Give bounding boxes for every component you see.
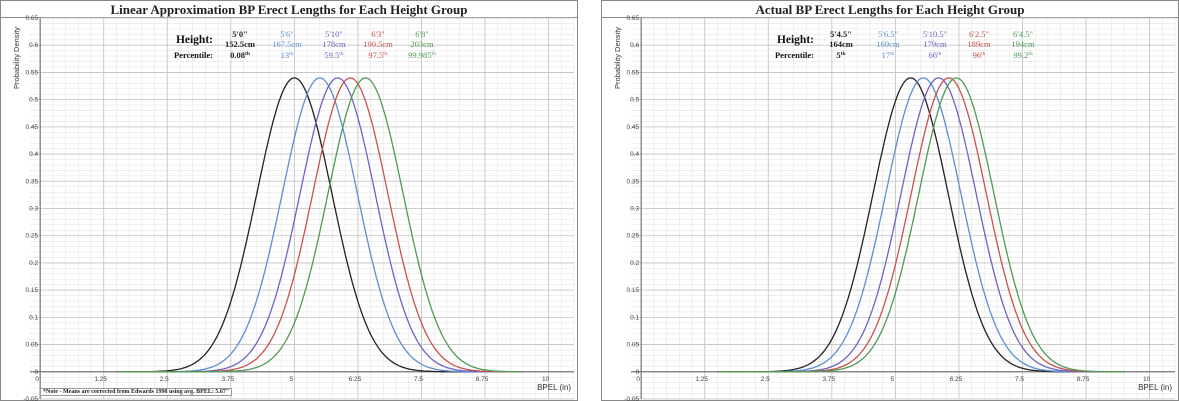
x-tick-label: 6.25 bbox=[950, 376, 963, 383]
x-tick-label: 1.25 bbox=[94, 376, 107, 383]
y-tick-label: 0.4 bbox=[29, 151, 38, 158]
legend-height-5: 6'4.5" bbox=[1013, 29, 1033, 39]
legend-cm-5: 194cm bbox=[1011, 39, 1035, 49]
y-tick-label: 0.15 bbox=[627, 287, 640, 294]
y-tick-label: 0.35 bbox=[26, 178, 39, 185]
legend-height-4: 6'2.5" bbox=[969, 29, 989, 39]
legend-percentile-label: Percentile: bbox=[174, 50, 213, 60]
x-tick-label: 2.5 bbox=[761, 376, 770, 383]
y-tick-label: 0.45 bbox=[26, 124, 39, 131]
y-tick-label: 0 bbox=[636, 369, 640, 376]
y-axis-label: Probability Density bbox=[613, 27, 622, 89]
x-tick-label: 6.25 bbox=[349, 376, 362, 383]
chart-svg-right: 0 1.25 2.5 3.75 5 6.25 7.5 8.75 10 0.65 0.6 0.55 0.5… bbox=[601, 0, 1179, 401]
legend-height-4: 6'3" bbox=[371, 29, 385, 39]
y-tick-label: 0.45 bbox=[627, 124, 640, 131]
x-tick-label: 1.25 bbox=[695, 376, 708, 383]
legend-percentile-5: 99.2th bbox=[1013, 50, 1032, 60]
legend-percentile-5: 99.985th bbox=[408, 50, 436, 60]
y-tick-label: -0.05 bbox=[624, 396, 639, 401]
legend-cm-2: 167.5cm bbox=[272, 39, 302, 49]
chart-panel-right: 0 1.25 2.5 3.75 5 6.25 7.5 8.75 10 0.65 0.6 0.55 0.5… bbox=[601, 0, 1179, 401]
y-tick-label: 0.05 bbox=[627, 342, 640, 349]
y-tick-label: 0.4 bbox=[630, 151, 639, 158]
y-tick-label: 0.1 bbox=[29, 314, 38, 321]
legend-cm-2: 169cm bbox=[876, 39, 900, 49]
x-tick-label: 0 bbox=[35, 376, 39, 383]
legend-cm-3: 178cm bbox=[322, 39, 346, 49]
legend-height-1: 5'0" bbox=[232, 29, 248, 39]
x-tick-label: 10 bbox=[1143, 376, 1151, 383]
legend-height-3: 5'10" bbox=[325, 29, 343, 39]
x-tick-label: 3.75 bbox=[221, 376, 234, 383]
y-axis-label: Probability Density bbox=[12, 27, 21, 89]
legend-cm-4: 190.5cm bbox=[363, 39, 393, 49]
legend-percentile-3: 59.5th bbox=[324, 50, 343, 60]
legend-height-3: 5'10.5" bbox=[923, 29, 947, 39]
y-tick-label: 0.25 bbox=[26, 233, 39, 240]
panel-frame bbox=[0, 0, 578, 401]
panel-frame bbox=[601, 0, 1179, 401]
series-line-5 bbox=[717, 77, 1125, 373]
legend-percentile-label: Percentile: bbox=[775, 50, 814, 60]
y-tick-label: 0.6 bbox=[29, 42, 38, 49]
y-tick-label: 0.35 bbox=[627, 178, 640, 185]
y-tick-label: 0.15 bbox=[26, 287, 39, 294]
legend-height-2: 5'6" bbox=[280, 29, 294, 39]
y-tick-label: 0.1 bbox=[630, 314, 639, 321]
chart-note: *Note - Means are corrected from Edwards… bbox=[40, 388, 233, 396]
chart-title-right: Actual BP Erect Lengths for Each Height … bbox=[755, 2, 1025, 17]
y-tick-label: 0.2 bbox=[630, 260, 639, 267]
x-tick-label: 2.5 bbox=[160, 376, 169, 383]
y-tick-label: -0.05 bbox=[23, 396, 38, 401]
legend-percentile-2: 17th bbox=[882, 50, 895, 60]
x-tick-label: 3.75 bbox=[822, 376, 835, 383]
y-tick-label: 0.65 bbox=[627, 15, 640, 22]
y-tick-label: 0.55 bbox=[26, 69, 39, 76]
y-tick-label: 0.3 bbox=[630, 206, 639, 213]
y-tick-label: 0 bbox=[35, 369, 39, 376]
x-tick-label: 8.75 bbox=[1077, 376, 1090, 383]
legend-percentile-2: 13th bbox=[281, 50, 294, 60]
legend-cm-4: 189cm bbox=[967, 39, 991, 49]
x-tick-label: 5 bbox=[290, 376, 294, 383]
x-tick-label: 7.5 bbox=[414, 376, 423, 383]
legend-cm-1: 164cm bbox=[829, 39, 853, 49]
x-tick-label: 10 bbox=[542, 376, 550, 383]
series-line-5 bbox=[116, 77, 524, 373]
legend-cm-5: 203cm bbox=[410, 39, 434, 49]
y-tick-label: 0.05 bbox=[26, 342, 39, 349]
y-tick-label: 0.65 bbox=[26, 15, 39, 22]
legend-height-2: 5'6.5" bbox=[878, 29, 898, 39]
legend-percentile-4: 96th bbox=[973, 50, 986, 60]
y-tick-label: 0.3 bbox=[29, 206, 38, 213]
y-tick-label: 0.25 bbox=[627, 233, 640, 240]
x-axis-label: BPEL (in) bbox=[537, 383, 571, 392]
chart-panel-left: 0 1.25 2.5 3.75 5 6.25 7.5 8.75 10 0.65 0.6 0.55 0.5… bbox=[0, 0, 578, 401]
legend-height-label: Height: bbox=[777, 34, 814, 46]
legend-percentile-1: 0.08th bbox=[230, 50, 250, 60]
legend-percentile-3: 66th bbox=[929, 50, 942, 60]
chart-svg-left: 0 1.25 2.5 3.75 5 6.25 7.5 8.75 10 0.65 0.6 0.55 0.5… bbox=[0, 0, 578, 401]
y-tick-label: 0.6 bbox=[630, 42, 639, 49]
legend-height-5: 6'8" bbox=[415, 29, 429, 39]
legend-percentile-4: 97.5th bbox=[368, 50, 387, 60]
x-tick-label: 0 bbox=[636, 376, 640, 383]
x-axis-label: BPEL (in) bbox=[1138, 383, 1172, 392]
y-tick-label: 0.55 bbox=[627, 69, 640, 76]
y-tick-label: 0.5 bbox=[29, 97, 38, 104]
legend-cm-1: 152.5cm bbox=[225, 39, 255, 49]
y-tick-label: 0.5 bbox=[630, 97, 639, 104]
x-tick-label: 8.75 bbox=[476, 376, 489, 383]
legend-height-label: Height: bbox=[176, 34, 213, 46]
legend-percentile-1: 5th bbox=[836, 50, 845, 60]
x-tick-label: 5 bbox=[891, 376, 895, 383]
legend-cm-3: 179cm bbox=[923, 39, 947, 49]
chart-title-left: Linear Approximation BP Erect Lengths fo… bbox=[110, 2, 468, 17]
x-tick-label: 7.5 bbox=[1015, 376, 1024, 383]
y-tick-label: 0.2 bbox=[29, 260, 38, 267]
legend-height-1: 5'4.5" bbox=[830, 29, 852, 39]
